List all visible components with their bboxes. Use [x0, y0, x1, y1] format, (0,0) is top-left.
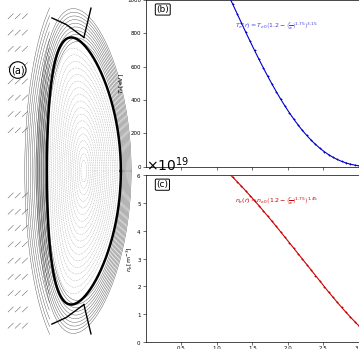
Text: $T_e(r)=T_{e0}\left(1.2-\left(\frac{r}{a}\right)^{1.75}\right)^{3.15}$: $T_e(r)=T_{e0}\left(1.2-\left(\frac{r}{a…	[235, 20, 318, 31]
Text: (b): (b)	[157, 5, 169, 14]
Text: (c): (c)	[157, 180, 168, 189]
Text: (a): (a)	[11, 65, 24, 75]
Y-axis label: $n_e$[m$^{-3}$]: $n_e$[m$^{-3}$]	[125, 246, 135, 272]
Y-axis label: $T_e$[eV]: $T_e$[eV]	[117, 73, 126, 94]
Text: $n_e(r)=n_{e0}\left(1.2-\left(\frac{r}{a}\right)^{1.75}\right)^{1.45}$: $n_e(r)=n_{e0}\left(1.2-\left(\frac{r}{a…	[235, 195, 319, 206]
